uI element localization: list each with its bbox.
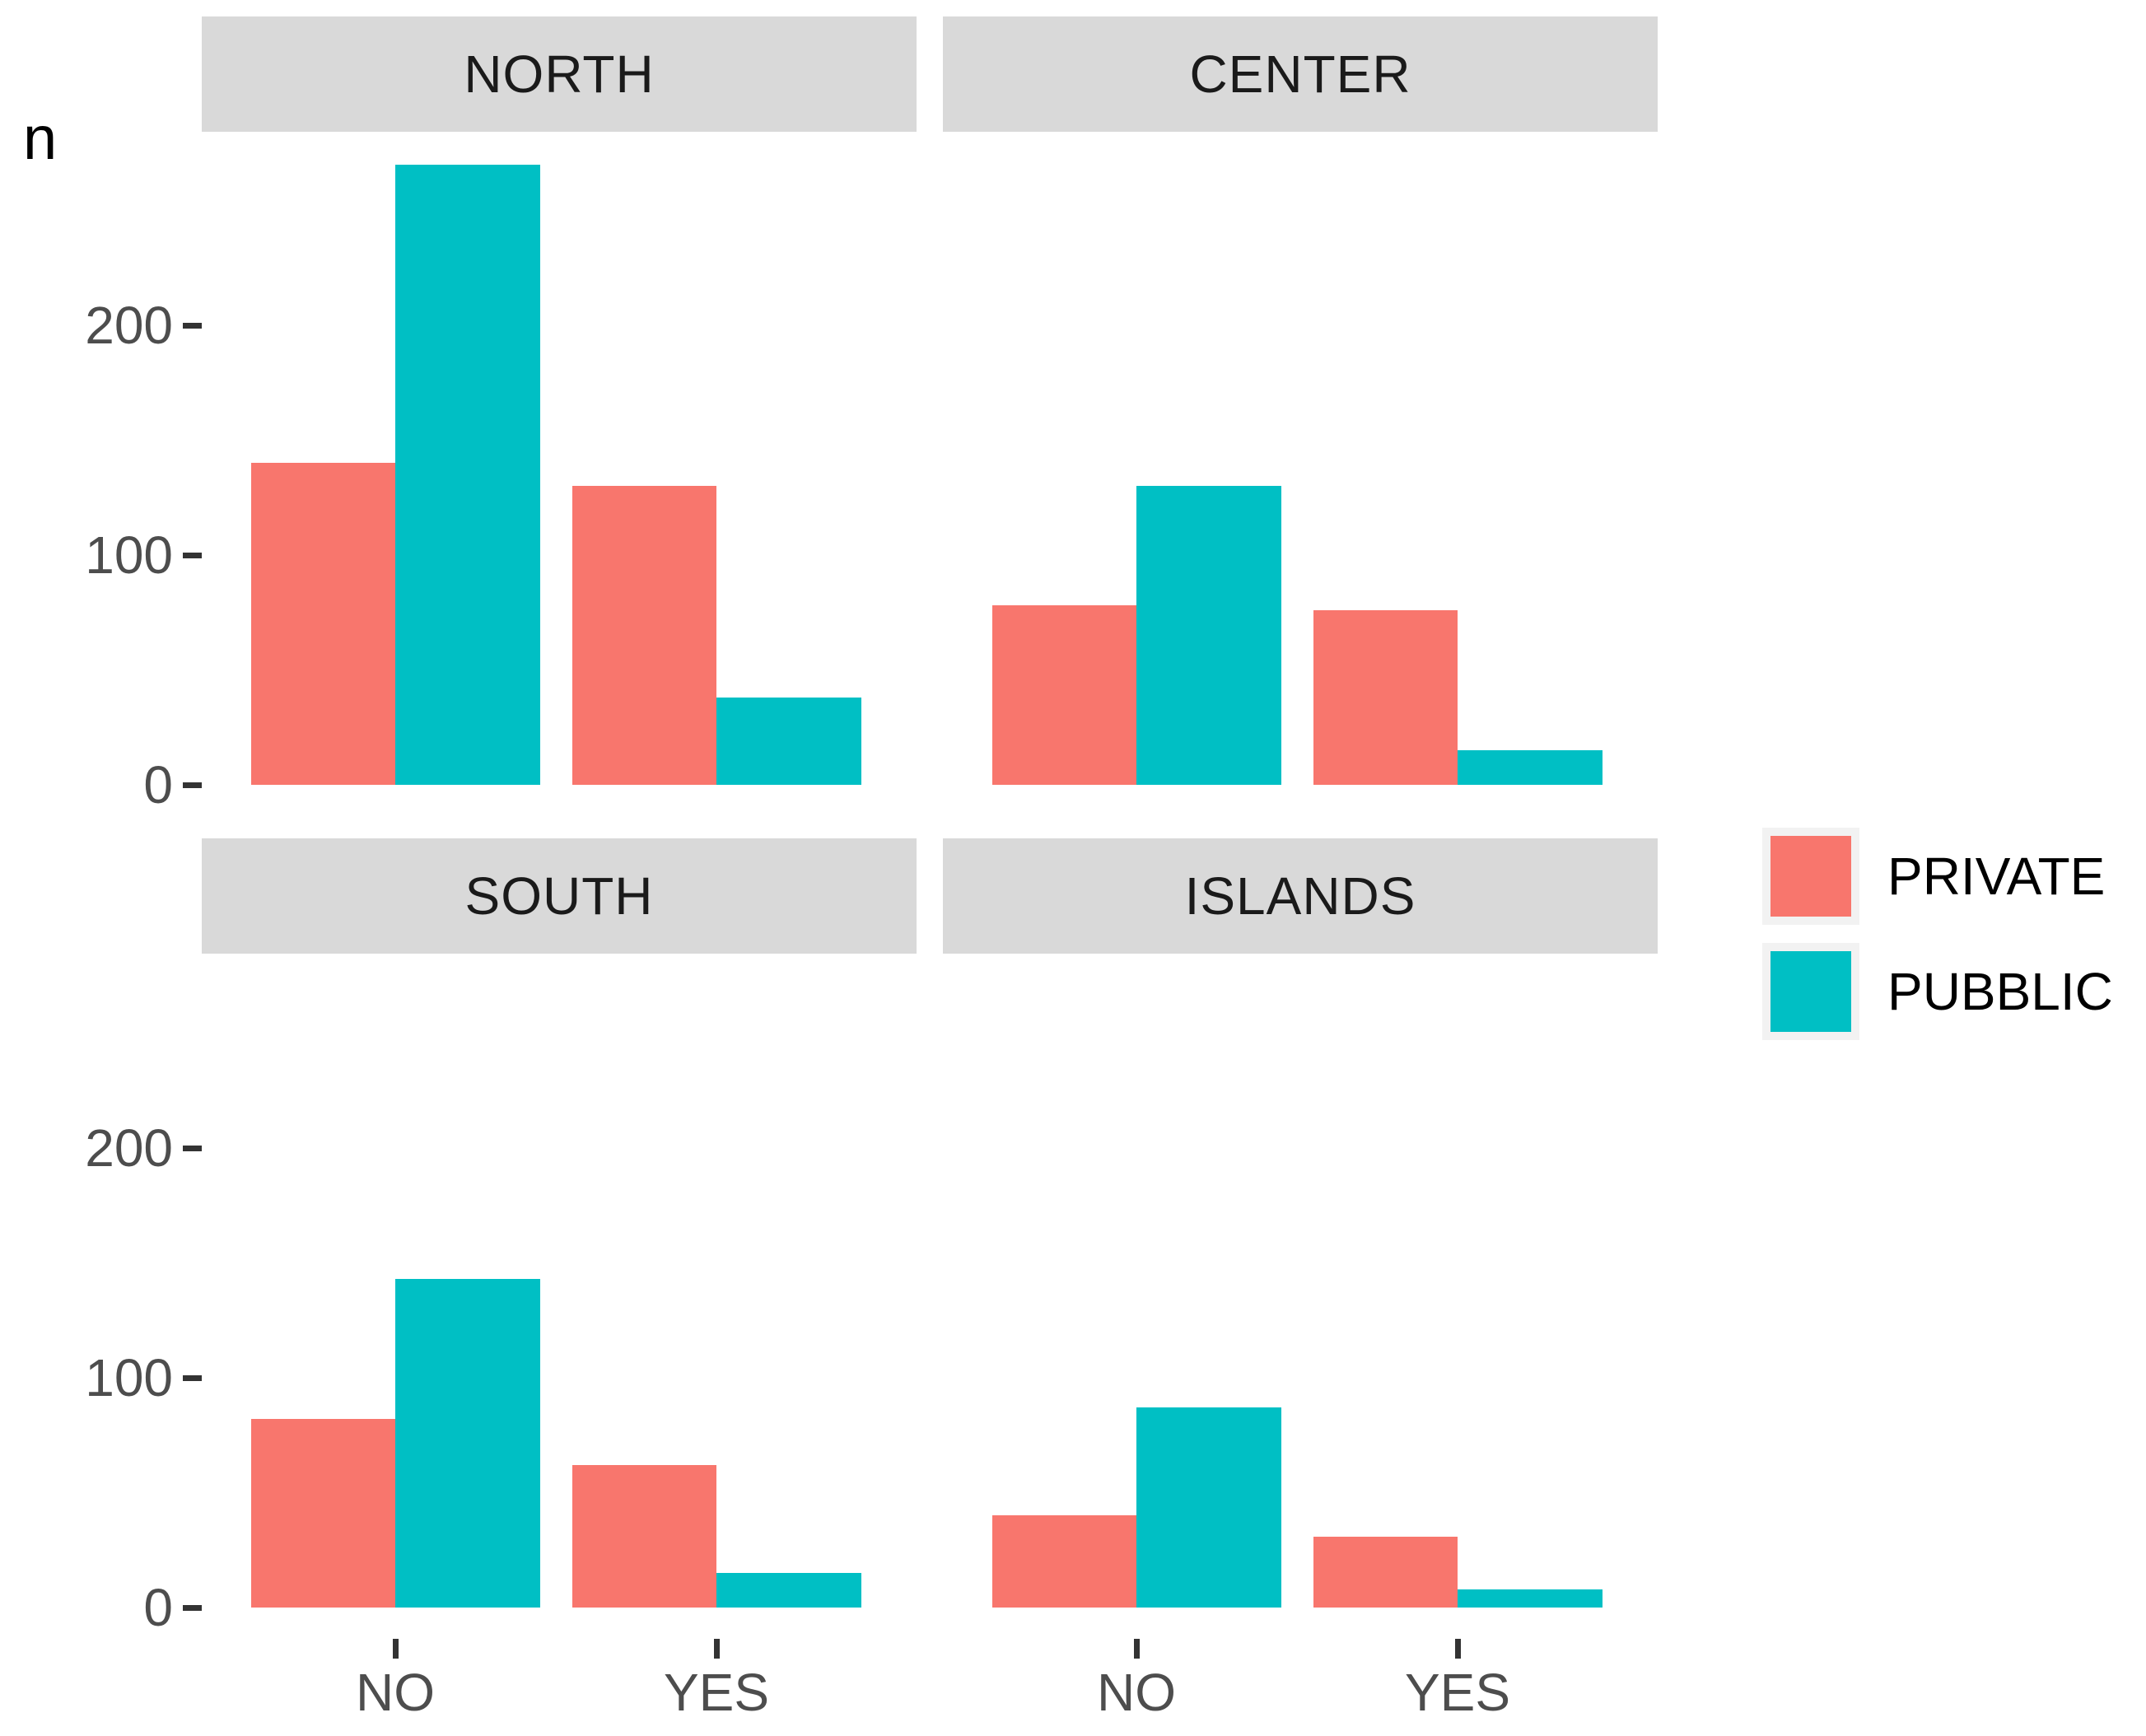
bar-center-no-private — [991, 605, 1136, 785]
y-tick-mark-row1-0 — [183, 1604, 202, 1611]
y-axis-title: n — [23, 104, 58, 172]
y-tick-label-row1-200: 200 — [85, 1118, 173, 1178]
bar-islands-yes-private — [1313, 1536, 1458, 1608]
bar-north-yes-private — [571, 486, 716, 785]
legend-swatch-pubblic — [1770, 951, 1851, 1032]
bar-north-yes-pubblic — [716, 697, 861, 785]
y-tick-mark-row0-0 — [183, 782, 202, 788]
x-tick-label-islands-yes: YES — [1404, 1663, 1511, 1722]
x-tick-label-south-no: NO — [356, 1663, 435, 1722]
facet-strip-center: CENTER — [943, 16, 1658, 132]
facet-strip-south: SOUTH — [202, 838, 917, 954]
legend-key-private — [1762, 828, 1859, 925]
y-tick-mark-row0-100 — [183, 552, 202, 558]
x-tick-label-south-yes: YES — [663, 1663, 770, 1722]
legend-label-pubblic: PUBBLIC — [1887, 962, 2113, 1021]
bar-north-no-pubblic — [395, 164, 540, 785]
bar-islands-no-private — [991, 1515, 1136, 1608]
bar-south-yes-private — [571, 1465, 716, 1608]
facet-strip-north: NORTH — [202, 16, 917, 132]
legend-label-private: PRIVATE — [1887, 847, 2106, 906]
y-tick-mark-row1-200 — [183, 1145, 202, 1151]
y-tick-label-row0-0: 0 — [143, 755, 173, 814]
facet-strip-islands: ISLANDS — [943, 838, 1658, 954]
bar-south-no-pubblic — [395, 1279, 540, 1608]
y-tick-label-row1-100: 100 — [85, 1348, 173, 1407]
y-tick-mark-row0-200 — [183, 322, 202, 329]
bar-south-yes-pubblic — [716, 1573, 861, 1608]
y-tick-label-row0-100: 100 — [85, 525, 173, 585]
legend-swatch-private — [1770, 836, 1851, 917]
bar-north-no-private — [250, 463, 395, 785]
bar-center-yes-pubblic — [1458, 750, 1603, 785]
bar-center-yes-private — [1313, 609, 1458, 785]
x-tick-label-islands-no: NO — [1097, 1663, 1176, 1722]
bar-islands-no-pubblic — [1136, 1407, 1281, 1608]
x-tick-mark-islands-yes — [1454, 1639, 1461, 1659]
x-tick-mark-south-yes — [713, 1639, 720, 1659]
x-tick-mark-islands-no — [1133, 1639, 1140, 1659]
y-tick-mark-row1-100 — [183, 1374, 202, 1381]
x-tick-mark-south-no — [392, 1639, 399, 1659]
y-tick-label-row1-0: 0 — [143, 1578, 173, 1637]
bar-south-no-private — [250, 1419, 395, 1608]
bar-islands-yes-pubblic — [1458, 1589, 1603, 1608]
bar-center-no-pubblic — [1136, 486, 1281, 785]
y-tick-label-row0-200: 200 — [85, 296, 173, 355]
legend-key-pubblic — [1762, 943, 1859, 1040]
